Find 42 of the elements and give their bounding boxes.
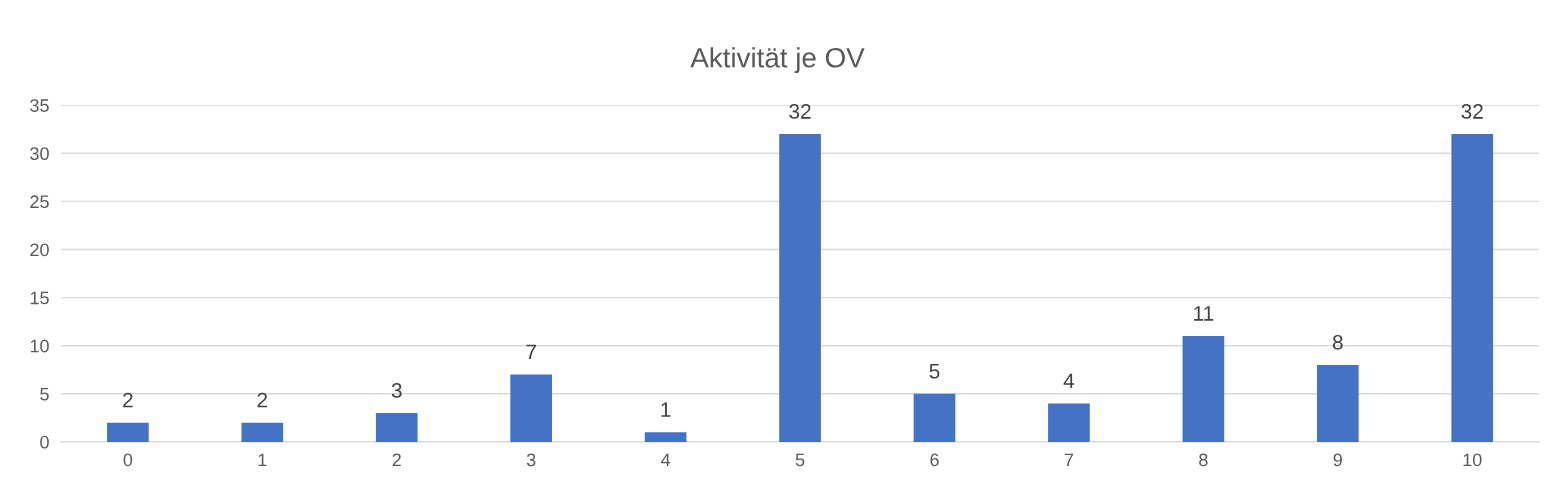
- data-label: 32: [1461, 104, 1483, 119]
- data-label: 8: [1332, 334, 1343, 350]
- x-tick-label: 7: [1064, 453, 1074, 467]
- x-tick-label: 8: [1199, 453, 1208, 467]
- y-tick-label: 15: [30, 291, 49, 305]
- y-tick-label: 35: [30, 99, 49, 112]
- bar: [1451, 134, 1494, 442]
- x-tick-label: 0: [123, 453, 133, 467]
- bar: [913, 393, 956, 442]
- data-label: 2: [257, 392, 268, 408]
- x-tick-label: 4: [661, 453, 671, 467]
- bar: [107, 422, 149, 442]
- y-tick-label: 5: [40, 387, 49, 401]
- bar: [1048, 403, 1090, 442]
- data-label: 4: [1063, 373, 1075, 388]
- chart-title: Aktivität je OV: [690, 47, 865, 74]
- bar: [644, 432, 687, 442]
- y-tick-label: 30: [30, 147, 49, 161]
- data-label: 32: [789, 104, 811, 119]
- y-tick-label: 0: [40, 435, 49, 449]
- x-tick-label: 9: [1333, 453, 1342, 467]
- y-tick-label: 20: [30, 243, 49, 257]
- data-label: 1: [661, 402, 671, 417]
- data-label: 7: [526, 344, 536, 360]
- x-tick-label: 1: [258, 453, 267, 467]
- data-label: 3: [391, 383, 402, 398]
- data-label: 11: [1194, 306, 1214, 321]
- x-tick-label: 2: [392, 453, 401, 467]
- bar: [1316, 364, 1359, 442]
- bar: [241, 422, 284, 442]
- bar: [1182, 336, 1225, 442]
- data-label: 2: [123, 392, 133, 408]
- x-tick-label: 5: [795, 453, 805, 467]
- bar: [375, 413, 418, 442]
- x-tick-label: 6: [930, 453, 939, 467]
- data-label: 5: [929, 364, 940, 379]
- bar: [779, 134, 821, 442]
- x-tick-label: 3: [526, 453, 536, 467]
- bar: [510, 374, 553, 442]
- y-tick-label: 25: [30, 195, 49, 209]
- x-tick-label: 10: [1463, 453, 1482, 467]
- y-tick-label: 10: [30, 339, 49, 353]
